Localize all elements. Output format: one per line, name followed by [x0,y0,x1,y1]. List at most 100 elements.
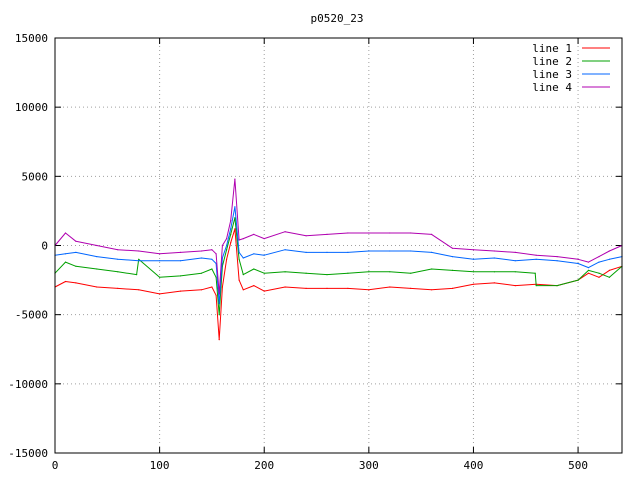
data-point [534,272,536,274]
data-point [263,238,265,240]
data-point [608,276,611,278]
data-point [179,275,182,277]
data-point [389,286,391,288]
data-point [117,258,119,260]
data-point [211,258,213,260]
data-point [138,250,140,252]
series-line [54,178,623,295]
data-point [587,267,590,269]
data-point [284,286,286,288]
data-point [242,257,244,259]
data-point [226,238,228,240]
series-2 [54,217,623,316]
series-4 [54,178,623,295]
data-point [238,258,240,260]
data-point [451,247,454,249]
data-point [75,282,77,284]
data-point [64,280,67,283]
data-point [514,251,516,253]
data-point [284,231,286,233]
data-point [410,287,412,289]
data-point [200,289,203,291]
data-point [587,272,590,274]
data-point [493,250,495,252]
data-point [221,257,223,259]
data-point [587,261,590,263]
x-tick-label: 400 [464,459,484,472]
data-point [226,258,228,260]
data-point [230,228,232,230]
data-point [64,253,67,255]
data-point [556,256,558,258]
data-point [451,287,454,289]
x-tick-label: 300 [359,459,379,472]
data-point [253,253,255,255]
data-point [431,233,433,235]
data-point [218,303,220,305]
data-point [253,285,255,287]
data-point [226,244,228,247]
legend-label: line 3 [532,68,572,81]
data-point [326,274,328,276]
data-point [242,274,244,276]
data-point [577,258,579,260]
data-point [410,272,412,274]
data-point [159,276,161,278]
y-tick-label: -5000 [15,309,48,322]
data-point [138,289,140,291]
series-line [54,217,623,316]
data-point [305,272,307,274]
data-point [577,262,579,265]
data-point [218,339,220,341]
data-point [556,285,558,287]
data-point [230,233,232,235]
data-point [305,251,307,253]
data-point [200,250,203,252]
data-point [451,269,454,271]
data-point [218,314,220,316]
data-point [284,249,286,251]
y-tick-label: 0 [41,240,48,253]
plot-frame [54,37,623,454]
data-point [226,249,228,251]
data-point [410,250,412,252]
data-point [389,232,391,234]
series-line [54,228,623,341]
data-point [138,260,140,262]
data-point [535,285,537,287]
data-point [263,272,265,274]
data-point [410,232,412,234]
data-point [238,279,240,281]
data-point [326,287,328,289]
data-point [117,271,119,273]
y-tick-label: -15000 [8,447,48,460]
data-point [514,271,516,273]
y-tick-label: 5000 [22,170,49,183]
data-point [221,286,223,288]
data-point [472,258,475,260]
data-point [368,271,370,273]
data-point [159,260,161,262]
data-point [211,249,213,251]
series-group [54,178,623,341]
data-point [263,290,265,292]
data-point [211,268,213,270]
data-point [230,242,232,244]
data-point [587,269,590,271]
legend-label: line 1 [532,42,572,55]
data-point [472,249,475,251]
data-point [242,289,244,291]
legend-item: line 4 [532,81,610,94]
data-point [451,256,454,258]
data-point [234,178,236,180]
data-point [200,257,203,259]
data-point [493,257,495,259]
y-tick-label: 10000 [15,101,48,114]
data-point [514,285,516,287]
data-point [234,228,236,230]
x-tick-label: 200 [254,459,274,472]
data-point [389,250,391,252]
data-point [598,276,600,278]
data-point [96,268,98,270]
